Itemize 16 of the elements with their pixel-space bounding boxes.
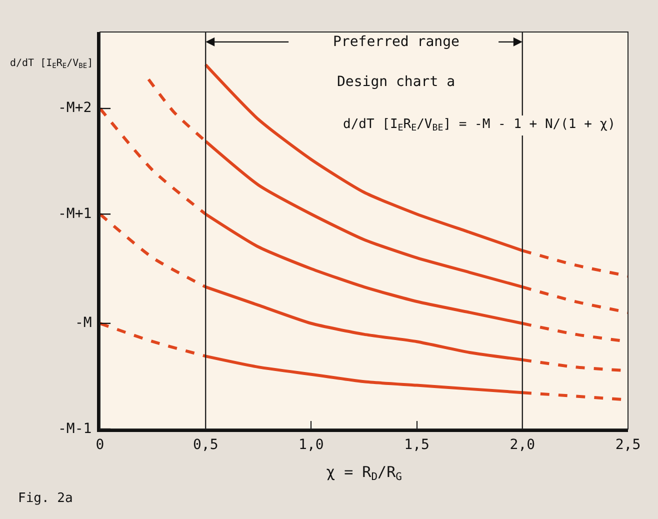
text: -M [75, 315, 92, 331]
x-tick-label: 1,5 [404, 436, 430, 453]
x-axis-title: χ = R$_{D}$/R$_{G}$ [326, 462, 402, 483]
text: -M+2 [58, 100, 92, 116]
text: -M-1 [58, 421, 92, 437]
x-tick-label: 2,0 [510, 436, 536, 453]
y-axis-title: d/dT [I$_{E}$R$_{E}$/V$_{BE}$] [10, 58, 94, 70]
caption: Fig. 2a [18, 491, 73, 506]
x-tick-label: 2,5 [615, 436, 641, 453]
x-tick-label: 1,0 [298, 436, 324, 453]
text: Design chart a [337, 74, 456, 90]
annotation: d/dT [I$_{E}$R$_{E}$/V$_{BE}$] = -M - 1 + N/(1 + χ) [343, 117, 616, 134]
text: Preferred range [333, 34, 460, 50]
x-tick-label: 0,5 [192, 436, 218, 453]
x-tick-label: 0 [96, 436, 104, 453]
text: -M+1 [58, 206, 92, 222]
